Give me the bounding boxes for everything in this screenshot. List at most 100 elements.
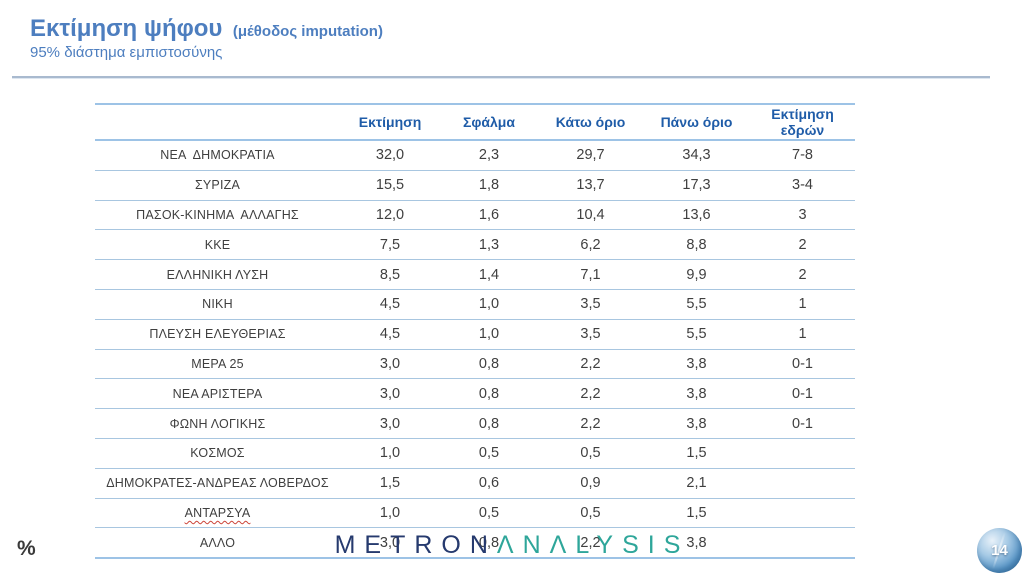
table-row: ΔΗΜΟΚΡΑΤΕΣ-ΑΝΔΡΕΑΣ ΛΟΒΕΡΔΟΣ 1,5 0,6 0,9 2,1 — [95, 468, 855, 499]
value-cell: 12,0 — [340, 200, 440, 231]
party-name-cell: ΑΝΤΑΡΣΥΑ — [95, 498, 340, 529]
value-cell — [750, 527, 855, 560]
value-cell: 0,5 — [440, 438, 538, 469]
value-cell: 0,9 — [538, 468, 643, 499]
header-divider-line — [12, 76, 990, 79]
value-cell: 3-4 — [750, 170, 855, 201]
value-cell: 34,3 — [643, 140, 750, 171]
party-name-cell: ΜΕΡΑ 25 — [95, 349, 340, 380]
party-column-header — [95, 103, 340, 141]
value-cell: 1 — [750, 319, 855, 350]
party-name-cell: ΚΟΣΜΟΣ — [95, 438, 340, 469]
table-row: ΠΛΕΥΣΗ ΕΛΕΥΘΕΡΙΑΣ 4,5 1,0 3,5 5,5 1 — [95, 319, 855, 350]
value-cell: 3,5 — [538, 289, 643, 320]
party-name-cell: ΣΥΡΙΖΑ — [95, 170, 340, 201]
table-row: ΑΝΤΑΡΣΥΑ 1,0 0,5 0,5 1,5 — [95, 498, 855, 529]
value-cell: 17,3 — [643, 170, 750, 201]
party-name-cell: ΝΕΑ ΔΗΜΟΚΡΑΤΙΑ — [95, 140, 340, 171]
table-header-row: Εκτίμηση Σφάλμα Κάτω όριο Πάνω όριο Εκτίμηση… — [95, 103, 855, 141]
title-text: Εκτίμηση ψήφου — [30, 15, 223, 42]
value-cell: 0,8 — [440, 408, 538, 439]
value-cell: 1,0 — [440, 319, 538, 350]
value-cell: 0,5 — [440, 498, 538, 529]
value-cell — [750, 498, 855, 529]
value-cell: 3,0 — [340, 527, 440, 560]
value-cell: 3,8 — [643, 378, 750, 410]
slide-header: Εκτίμηση ψήφου (μέθοδος imputation) 95% … — [30, 16, 383, 61]
value-cell: 1,5 — [643, 498, 750, 529]
party-name-cell: ΦΩΝΗ ΛΟΓΙΚΗΣ — [95, 408, 340, 439]
table-row: ΝΙΚΗ 4,5 1,0 3,5 5,5 1 — [95, 289, 855, 320]
value-cell: 5,5 — [643, 319, 750, 350]
value-cell: 7-8 — [750, 140, 855, 171]
value-cell: 2 — [750, 229, 855, 261]
table-row: ΣΥΡΙΖΑ 15,5 1,8 13,7 17,3 3-4 — [95, 170, 855, 201]
value-cell: 3 — [750, 200, 855, 231]
value-cell: 5,5 — [643, 289, 750, 320]
value-cell: 2,2 — [538, 408, 643, 439]
value-cell: 2,2 — [538, 378, 643, 410]
party-name-cell: ΝΙΚΗ — [95, 289, 340, 320]
column-header: Πάνω όριο — [643, 103, 750, 141]
value-cell: 0,8 — [440, 349, 538, 380]
value-cell: 1 — [750, 289, 855, 320]
value-cell: 15,5 — [340, 170, 440, 201]
party-name-cell: ΝΕΑ ΑΡΙΣΤΕΡΑ — [95, 378, 340, 410]
value-cell: 1,4 — [440, 259, 538, 290]
page-number-badge: 14 — [977, 528, 1022, 573]
title-method-suffix: (μέθοδος imputation) — [232, 23, 383, 40]
table-row: ΜΕΡΑ 25 3,0 0,8 2,2 3,8 0-1 — [95, 349, 855, 380]
table-row: ΠΑΣΟΚ-ΚΙΝΗΜΑ ΑΛΛΑΓΗΣ 12,0 1,6 10,4 13,6 3 — [95, 200, 855, 231]
column-header: Σφάλμα — [440, 103, 538, 141]
column-header: Εκτίμηση εδρών — [750, 103, 855, 141]
value-cell: 29,7 — [538, 140, 643, 171]
table-row: ΚΚΕ 7,5 1,3 6,2 8,8 2 — [95, 229, 855, 261]
page-title: Εκτίμηση ψήφου (μέθοδος imputation) — [30, 16, 383, 41]
value-cell: 0,5 — [538, 498, 643, 529]
value-cell: 3,0 — [340, 378, 440, 410]
value-cell: 8,8 — [643, 229, 750, 261]
value-cell: 0,8 — [440, 378, 538, 410]
value-cell: 13,7 — [538, 170, 643, 201]
value-cell: 7,1 — [538, 259, 643, 290]
party-name-cell: ΕΛΛΗΝΙΚΗ ΛΥΣΗ — [95, 259, 340, 290]
value-cell: 1,0 — [440, 289, 538, 320]
value-cell: 1,0 — [340, 438, 440, 469]
value-cell: 0-1 — [750, 349, 855, 380]
value-cell: 3,8 — [643, 349, 750, 380]
value-cell: 1,5 — [643, 438, 750, 469]
vote-estimate-table: Εκτίμηση Σφάλμα Κάτω όριο Πάνω όριο Εκτίμηση… — [95, 103, 855, 560]
value-cell: 2 — [750, 259, 855, 290]
table-row: ΝΕΑ ΔΗΜΟΚΡΑΤΙΑ 32,0 2,3 29,7 34,3 7-8 — [95, 140, 855, 171]
value-cell: 10,4 — [538, 200, 643, 231]
column-header: Εκτίμηση — [340, 103, 440, 141]
value-cell: 1,6 — [440, 200, 538, 231]
value-cell: 3,8 — [643, 408, 750, 439]
column-header: Κάτω όριο — [538, 103, 643, 141]
table-row: ΝΕΑ ΑΡΙΣΤΕΡΑ 3,0 0,8 2,2 3,8 0-1 — [95, 378, 855, 410]
value-cell: 8,5 — [340, 259, 440, 290]
value-cell: 32,0 — [340, 140, 440, 171]
party-name-cell: ΑΛΛΟ — [95, 527, 340, 560]
value-cell: 1,0 — [340, 498, 440, 529]
value-cell: 1,8 — [440, 170, 538, 201]
value-cell: 7,5 — [340, 229, 440, 261]
party-name-cell: ΚΚΕ — [95, 229, 340, 261]
table-row: ΚΟΣΜΟΣ 1,0 0,5 0,5 1,5 — [95, 438, 855, 469]
table-row: ΦΩΝΗ ΛΟΓΙΚΗΣ 3,0 0,8 2,2 3,8 0-1 — [95, 408, 855, 439]
value-cell: 6,2 — [538, 229, 643, 261]
value-cell: 0-1 — [750, 408, 855, 439]
percent-symbol: % — [17, 537, 36, 560]
value-cell: 2,2 — [538, 349, 643, 380]
logo-metron-text: METRON — [334, 531, 497, 559]
value-cell: 0,5 — [538, 438, 643, 469]
value-cell: 4,5 — [340, 319, 440, 350]
metron-analysis-logo: METRONΛNΛLYSIS — [0, 531, 1024, 560]
value-cell: 2,2 — [538, 527, 643, 560]
value-cell: 9,9 — [643, 259, 750, 290]
value-cell: 0-1 — [750, 378, 855, 410]
value-cell: 0,6 — [440, 468, 538, 499]
value-cell: 3,0 — [340, 408, 440, 439]
value-cell: 1,5 — [340, 468, 440, 499]
